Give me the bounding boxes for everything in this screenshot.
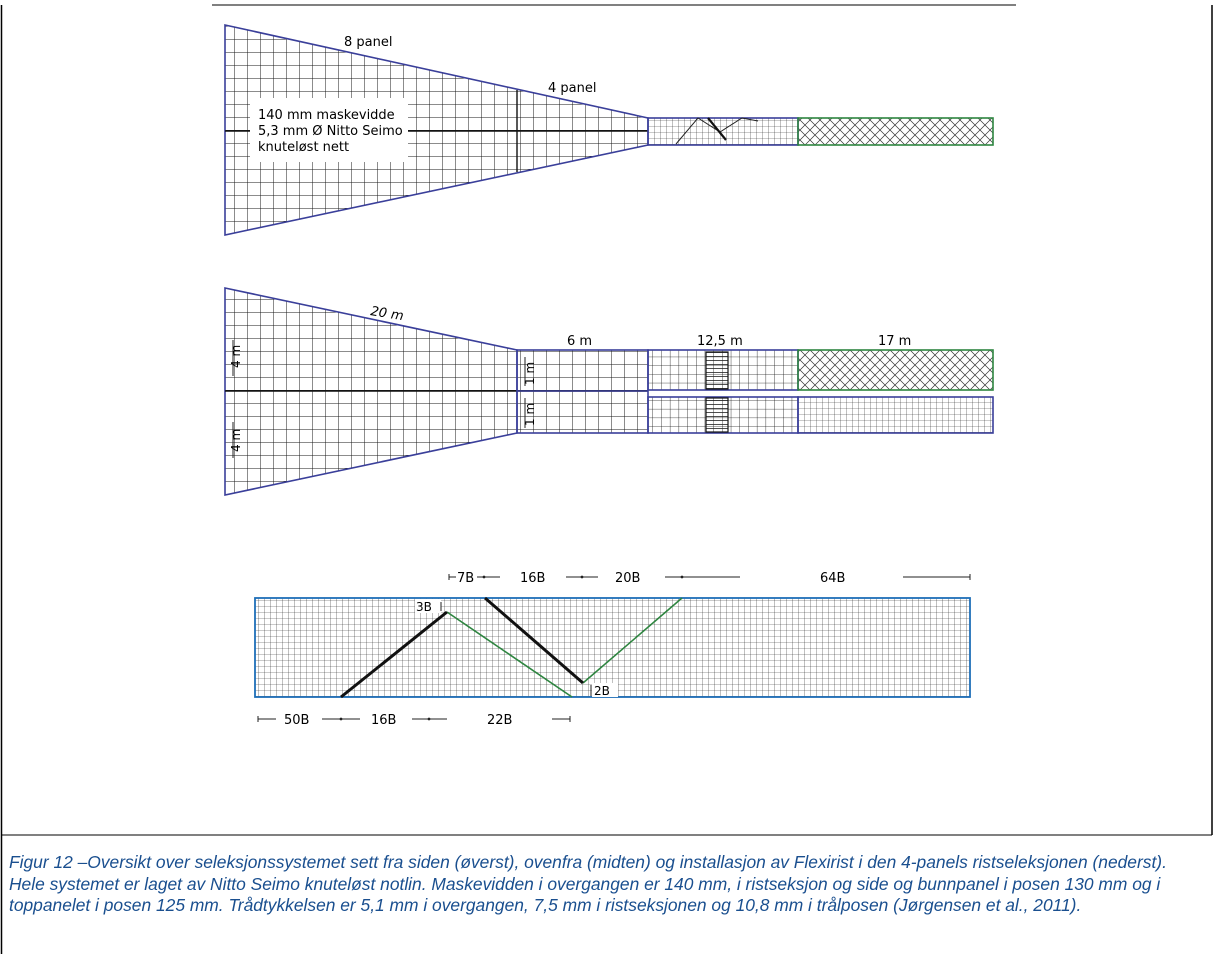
top-codend-lower bbox=[797, 396, 994, 434]
side-label-8-panel: 8 panel bbox=[344, 35, 392, 50]
side-codend bbox=[797, 117, 994, 146]
inst-dim-50b: 50B bbox=[284, 713, 309, 728]
top-height-lower: 4 m bbox=[229, 429, 243, 452]
inst-dim-16b-bottom: 16B bbox=[371, 713, 396, 728]
inst-top-dim-dot-1 bbox=[482, 575, 486, 579]
side-note-box bbox=[250, 98, 408, 162]
top-view: 20 m 4 m 4 m 6 m 1 m 1 m 12,5 m 17 m bbox=[224, 287, 994, 496]
inst-bottom-dim-dot-1 bbox=[339, 717, 343, 721]
inst-label-3b-bg bbox=[415, 599, 441, 613]
side-grid-section bbox=[647, 117, 799, 146]
top-grid-lower bbox=[705, 397, 729, 433]
top-length-grid: 12,5 m bbox=[697, 334, 743, 349]
inst-label-3b: 3B bbox=[416, 600, 432, 614]
figure-caption: Figur 12 –Oversikt over seleksjonssystem… bbox=[9, 852, 1167, 916]
side-label-4-panel: 4 panel bbox=[548, 81, 596, 96]
top-width-upper: 1 m bbox=[523, 362, 537, 385]
top-codend-upper bbox=[797, 349, 994, 391]
top-length-trumpet: 20 m bbox=[369, 304, 404, 324]
inst-dim-7b: 7B bbox=[457, 571, 474, 586]
inst-flexirist-bar-right bbox=[484, 596, 584, 685]
side-note-line-3: knuteløst nett bbox=[258, 140, 349, 155]
side-flexirist-bar bbox=[707, 117, 727, 141]
top-length-section: 6 m bbox=[567, 334, 592, 349]
installation-view: 7B 16B 20B 64B 3B 2B 50B 16B bbox=[254, 571, 971, 728]
top-length-codend: 17 m bbox=[878, 334, 911, 349]
inst-guide-line-left bbox=[446, 611, 573, 698]
inst-flexirist-bar-left bbox=[340, 610, 448, 699]
inst-guide-line-right bbox=[582, 597, 683, 684]
top-width-lower: 1 m bbox=[523, 403, 537, 426]
side-view: 140 mm maskevidde 5,3 mm Ø Nitto Seimo k… bbox=[224, 24, 994, 236]
inst-label-2b: 2B bbox=[594, 684, 610, 698]
inst-label-2b-bg bbox=[592, 683, 618, 697]
inst-dim-16b-top: 16B bbox=[520, 571, 545, 586]
inst-panel bbox=[254, 597, 971, 698]
inst-dim-22b: 22B bbox=[487, 713, 512, 728]
inst-dim-20b: 20B bbox=[615, 571, 640, 586]
inst-dim-64b: 64B bbox=[820, 571, 845, 586]
top-height-upper: 4 m bbox=[229, 345, 243, 368]
top-grid-upper bbox=[705, 351, 729, 390]
side-note-line-2: 5,3 mm Ø Nitto Seimo bbox=[258, 124, 403, 139]
inst-top-dim-dot-3 bbox=[680, 575, 684, 579]
inst-bottom-dim-dot-2 bbox=[427, 717, 431, 721]
side-note-line-1: 140 mm maskevidde bbox=[258, 108, 395, 123]
inst-top-dim-dot-2 bbox=[580, 575, 584, 579]
